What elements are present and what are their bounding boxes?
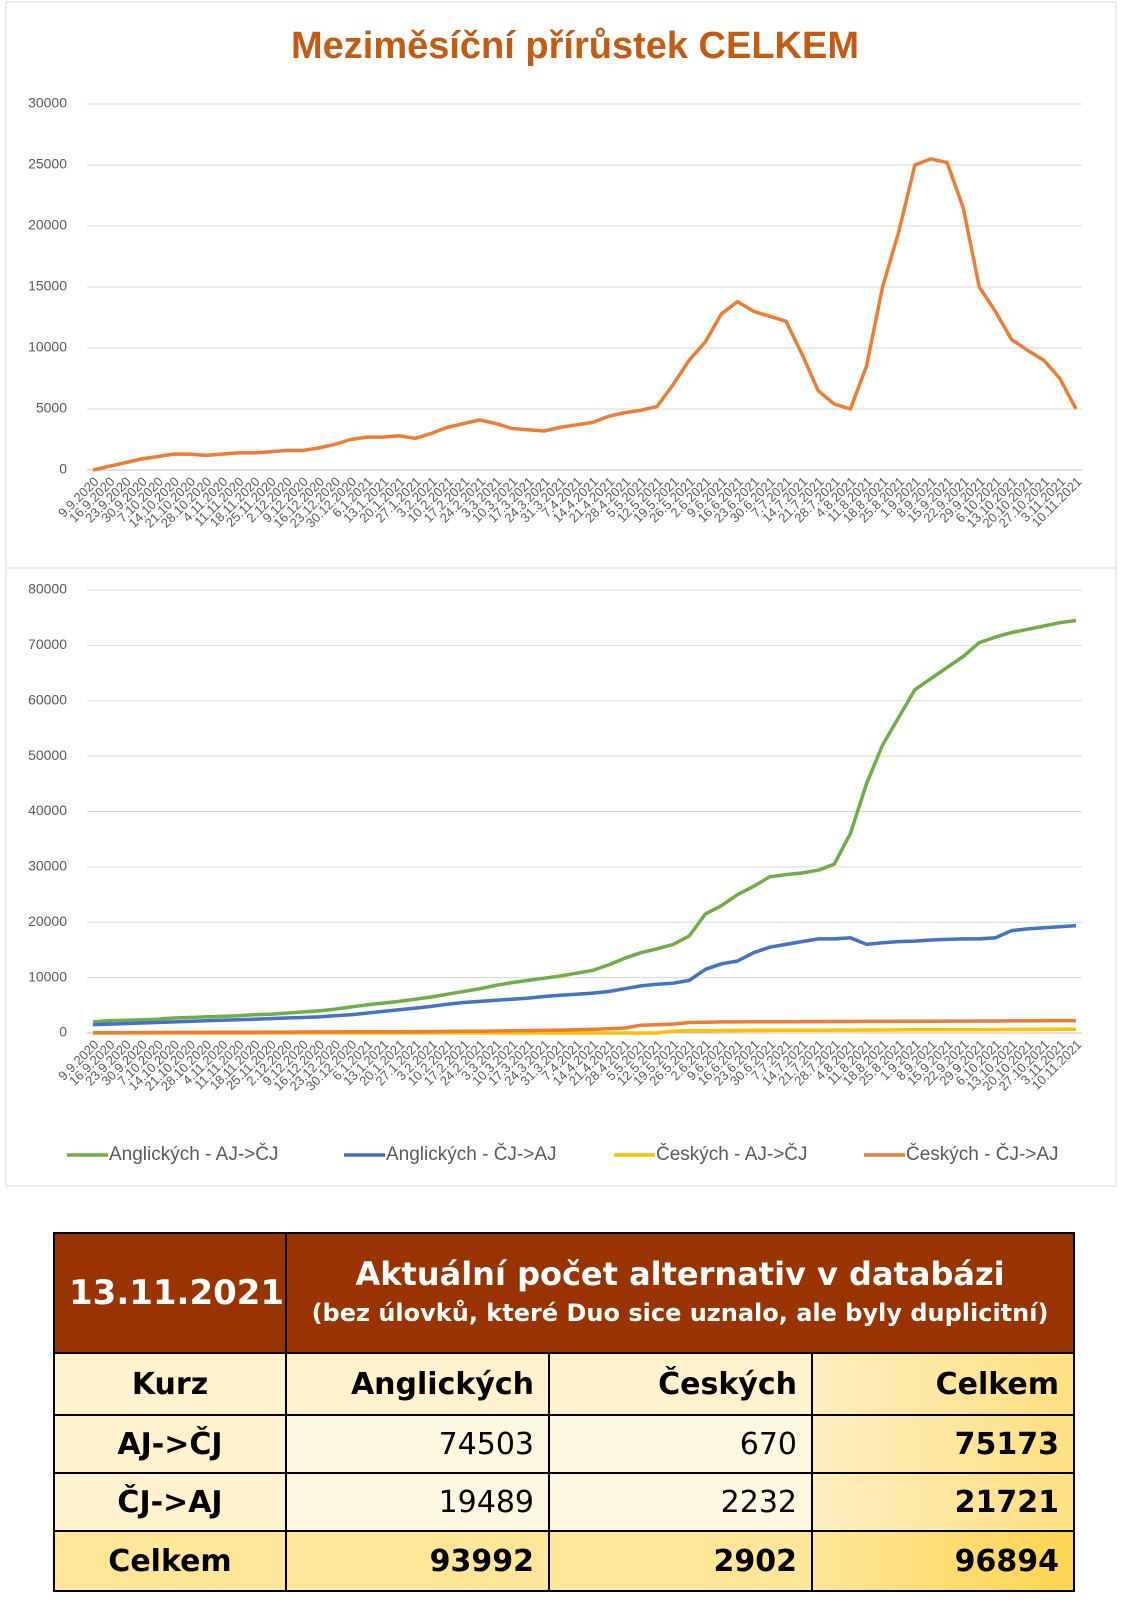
table-title: Aktuální počet alternativ v databázi [284,1232,1076,1293]
data-line [93,1018,1076,1035]
y-tick-label: 5000 [36,400,67,416]
cell: 2902 [548,1530,813,1592]
y-tick-label: 30000 [28,858,67,874]
legend-label: Českých - ČJ->AJ [906,1143,1059,1165]
y-tick-label: 0 [59,461,67,477]
cell: 670 [548,1414,813,1474]
y-tick-label: 70000 [28,636,67,652]
legend-label: Anglických - AJ->ČJ [109,1143,278,1165]
y-tick-label: 25000 [28,156,67,172]
cell: 93992 [285,1530,550,1592]
y-tick-label: 10000 [28,968,67,984]
y-tick-label: 20000 [28,217,67,233]
data-line [92,157,1078,472]
y-tick-label: 0 [59,1024,67,1040]
row-label: ČJ->AJ [53,1472,287,1532]
header-cell: Celkem [810,1352,1076,1416]
chart-frame [5,1,1117,569]
y-tick-label: 20000 [28,913,67,929]
chart-frame [5,567,1117,1187]
summary-table: 13.11.2021 Aktuální počet alternativ v d… [53,1232,1076,1592]
cell: 2232 [548,1472,813,1532]
data-line [92,618,1077,1024]
data-line [92,923,1077,1027]
cell: 96894 [810,1530,1076,1592]
y-tick-label: 40000 [28,802,67,818]
header-cell: Českých [548,1352,813,1416]
header-cell: Anglických [285,1352,550,1416]
legend-label: Anglických - ČJ->AJ [386,1143,557,1165]
cell: 74503 [285,1414,550,1474]
date: 13.11.2021 [53,1232,287,1354]
row-label: Celkem [53,1530,287,1592]
y-tick-label: 60000 [28,691,67,707]
header-cell: Kurz [53,1352,287,1416]
chart-title: Meziměsíční přírůstek CELKEM [291,25,859,67]
y-tick-label: 15000 [28,278,67,294]
cell: 75173 [810,1414,1076,1474]
cell: 21721 [810,1472,1076,1532]
y-tick-label: 50000 [28,747,67,763]
legend-label: Českých - AJ->ČJ [656,1143,808,1165]
row-label: AJ->ČJ [53,1414,287,1474]
table-subtitle: (bez úlovků, které Duo sice uznalo, ale … [284,1293,1076,1354]
cell: 19489 [285,1472,550,1532]
y-tick-label: 30000 [28,95,67,111]
charts: Meziměsíční přírůstek CELKEM 0 5000 10000 1… [5,1,1117,1187]
y-tick-label: 80000 [28,581,67,597]
y-tick-label: 10000 [28,339,67,355]
